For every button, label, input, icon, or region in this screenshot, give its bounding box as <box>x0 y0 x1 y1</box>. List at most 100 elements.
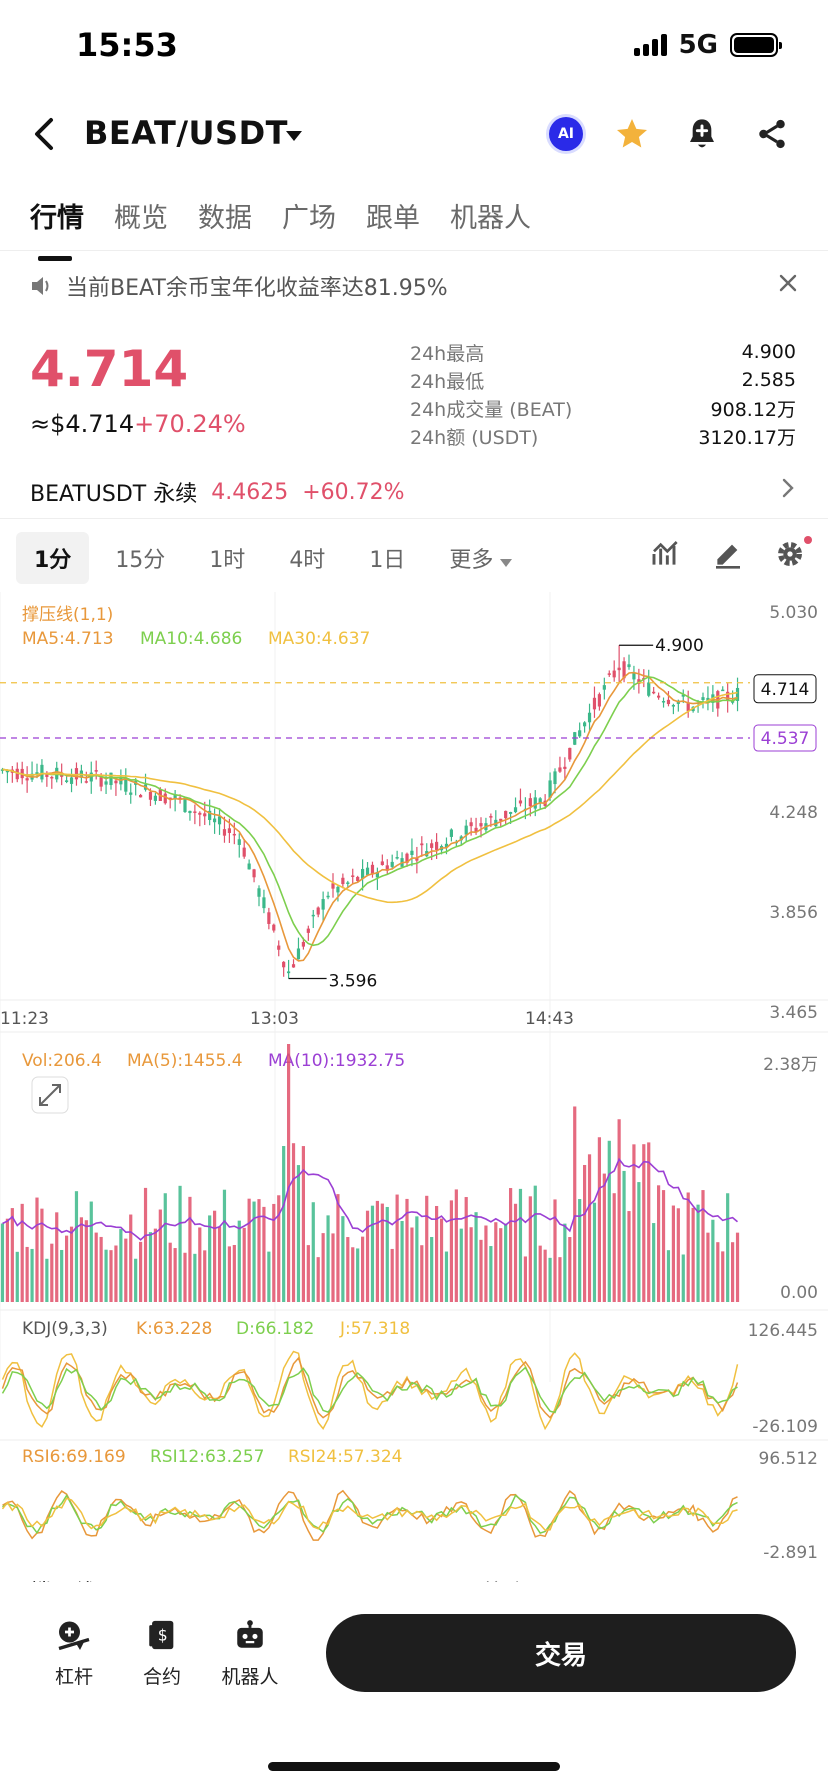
volume-bar <box>163 1193 167 1302</box>
candle-body <box>657 695 661 698</box>
timeframe-1m[interactable]: 1分 <box>16 532 90 584</box>
low-label: 3.596 <box>329 972 378 992</box>
bottom-action-bar: 杠杆 $ 合约 机器人 交易 <box>0 1600 828 1720</box>
candle-body <box>617 667 621 671</box>
volume-bar <box>10 1208 14 1302</box>
draw-pen-icon[interactable] <box>712 538 744 570</box>
last-price-tag-text: 4.714 <box>761 680 810 700</box>
volume-bar <box>25 1246 29 1302</box>
candle-body <box>415 857 419 861</box>
volume-bar <box>449 1200 453 1302</box>
stat-label: 24h最低 <box>410 370 485 393</box>
tab-data[interactable]: 数据 <box>198 203 252 234</box>
price-axis-label: 5.030 <box>769 603 818 623</box>
candle-body <box>474 827 478 832</box>
volume-bar <box>60 1249 64 1302</box>
back-button[interactable] <box>24 112 64 156</box>
volume-bar <box>35 1197 39 1302</box>
volume-bar <box>306 1245 310 1302</box>
chart-tools <box>650 536 812 574</box>
candle-body <box>84 781 88 783</box>
tab-bot[interactable]: 机器人 <box>450 203 531 234</box>
bot-label: 机器人 <box>221 1666 279 1688</box>
volume-bar <box>222 1189 227 1302</box>
volume-bar <box>173 1248 177 1302</box>
bot-button[interactable]: 机器人 <box>210 1618 290 1689</box>
pair-title[interactable]: BEAT/USDT <box>84 114 288 152</box>
timeframe-4h[interactable]: 4时 <box>289 548 326 573</box>
price-axis-label: 4.248 <box>769 803 818 823</box>
perpetual-link[interactable]: BEATUSDT 永续 4.4625 +60.72% <box>30 476 405 508</box>
candle-body <box>420 843 424 846</box>
candlestick-chart[interactable]: 撑压线(1,1) MA5:4.713 MA10:4.686 MA30:4.637 5.0… <box>0 592 828 1606</box>
volume-bar <box>257 1199 261 1302</box>
volume-bar <box>104 1249 108 1302</box>
candle-body <box>237 839 241 845</box>
indicator-tab[interactable]: KDJ <box>776 1581 814 1606</box>
rsi-axis-bottom: -2.891 <box>763 1543 818 1563</box>
timeframe-15m[interactable]: 15分 <box>115 548 166 573</box>
ai-button[interactable]: AI <box>544 112 588 156</box>
candle-body <box>208 810 212 820</box>
announcement-bar[interactable]: 当前BEAT余币宝年化收益率达81.95% <box>30 270 448 302</box>
volume-bar <box>301 1146 305 1302</box>
volume-bar <box>380 1203 384 1302</box>
volume-bar <box>454 1189 458 1302</box>
candle-body <box>568 747 572 760</box>
contract-icon: $ <box>149 1620 174 1650</box>
chart-canvas: 撑压线(1,1) MA5:4.713 MA10:4.686 MA30:4.637 5.0… <box>0 592 828 1606</box>
timeframe-1d[interactable]: 1日 <box>369 548 406 573</box>
candle-body <box>326 895 330 898</box>
favorite-star-icon[interactable] <box>610 112 654 156</box>
candle-body <box>321 899 325 910</box>
candle-body <box>336 886 340 893</box>
tab-copy-trade[interactable]: 跟单 <box>366 203 420 234</box>
indicator-tab[interactable]: SAR <box>400 1581 445 1606</box>
contract-button[interactable]: $ 合约 <box>122 1618 202 1689</box>
share-icon[interactable] <box>750 112 794 156</box>
leverage-button[interactable]: 杠杆 <box>34 1618 114 1689</box>
expand-arrow <box>39 1084 61 1106</box>
announcement-text: 当前BEAT余币宝年化收益率达81.95% <box>66 276 448 301</box>
indicator-tab[interactable]: MA <box>138 1581 172 1606</box>
chevron-right-icon[interactable] <box>782 476 794 504</box>
trade-button[interactable]: 交易 <box>326 1614 796 1692</box>
volume-bar <box>459 1228 463 1302</box>
indicator-tab[interactable]: VOL <box>586 1581 631 1606</box>
rsi-axis-top: 96.512 <box>759 1449 818 1469</box>
indicator-tab[interactable]: BOLL <box>302 1581 359 1606</box>
candle-body <box>35 772 39 775</box>
candle-body <box>597 694 601 707</box>
volume-bar <box>356 1248 360 1302</box>
timeframe-more[interactable]: 更多 <box>431 532 530 584</box>
notification-dot <box>804 536 812 544</box>
rsi12-label: RSI12:63.257 <box>150 1447 264 1467</box>
price-alert-bell-icon[interactable] <box>680 112 724 156</box>
candle-body <box>405 853 409 864</box>
tab-square[interactable]: 广场 <box>282 203 336 234</box>
indicator-tab[interactable]: MACD <box>672 1581 738 1606</box>
indicator-tab[interactable]: 撑压线 <box>30 1581 96 1606</box>
volume-bar <box>183 1252 187 1302</box>
volume-bar <box>282 1145 286 1302</box>
volume-bar <box>464 1197 468 1302</box>
timeframe-1h[interactable]: 1时 <box>209 548 246 573</box>
chevron-down-icon[interactable] <box>286 126 302 145</box>
indicator-tab[interactable]: EMA <box>214 1581 262 1606</box>
settings-button[interactable] <box>774 536 812 574</box>
candle-body <box>267 912 271 924</box>
time-axis-label: 14:43 <box>525 1009 574 1029</box>
volume-bar <box>430 1237 434 1302</box>
close-announcement-icon[interactable] <box>778 270 798 300</box>
candle-body <box>183 797 187 813</box>
tab-market[interactable]: 行情 <box>30 196 84 261</box>
indicator-tab[interactable]: 航迹 <box>482 1581 526 1606</box>
rsi24-line <box>1 1497 738 1531</box>
volume-bar <box>109 1250 113 1302</box>
volume-bar <box>504 1223 508 1302</box>
indicator-chart-icon[interactable] <box>650 538 682 570</box>
volume-bar <box>597 1137 601 1302</box>
volume-bar <box>79 1217 83 1302</box>
ma30-line <box>2 691 738 904</box>
tab-overview[interactable]: 概览 <box>114 203 168 234</box>
